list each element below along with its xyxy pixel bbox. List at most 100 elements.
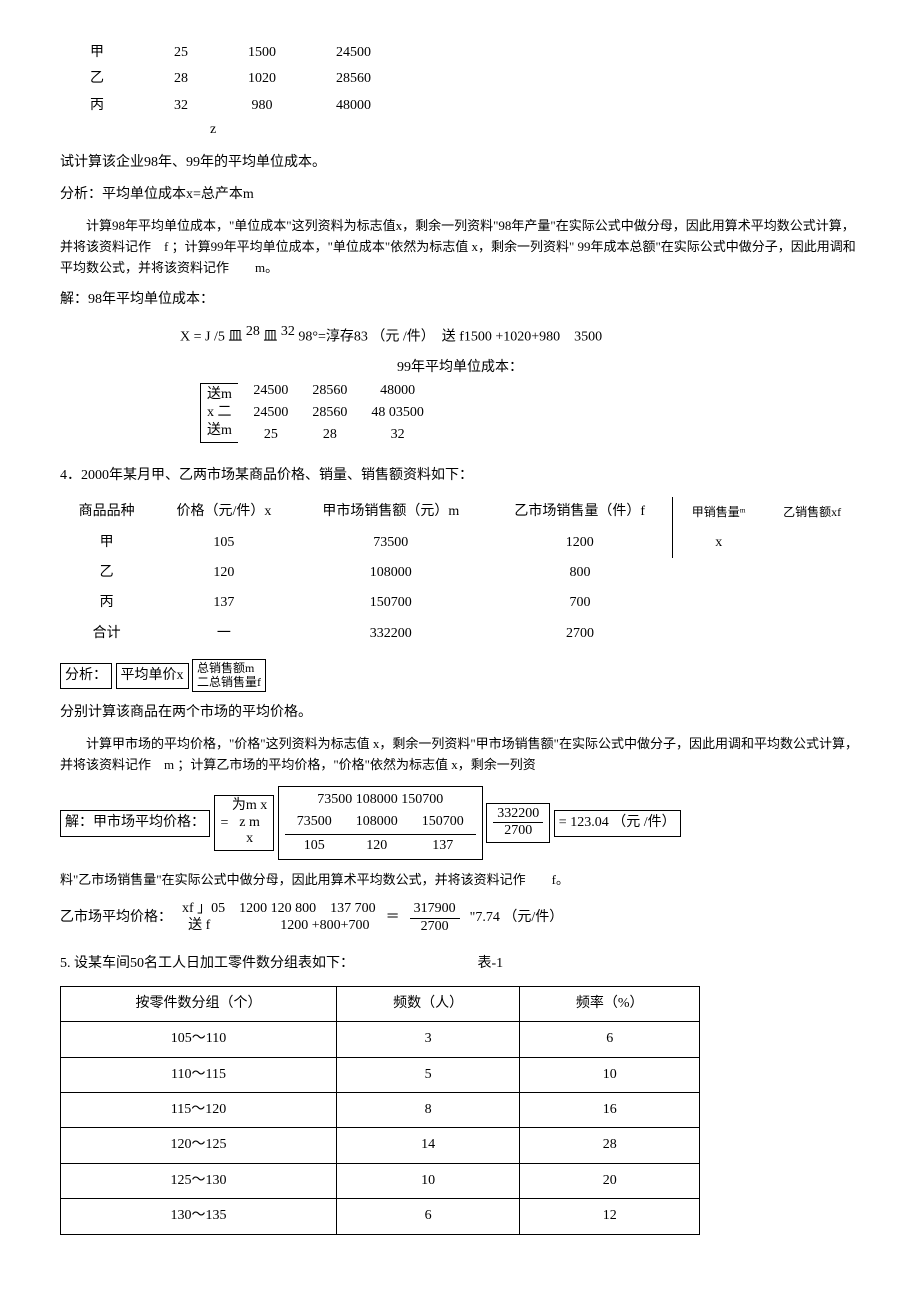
cell: 73500	[285, 811, 344, 834]
calc-b-bot: 送 f 1200 +800+700	[182, 918, 376, 935]
formula-part: x	[232, 831, 267, 848]
cell: 105	[153, 528, 294, 558]
formula-part: X = J /5 皿	[180, 330, 242, 345]
col-header: 按零件数分组（个）	[61, 986, 337, 1021]
calc-a: 解：甲市场平均价格： = 为m x z m x 73500 108000 150…	[60, 786, 860, 860]
frac-bot: 二总销售量f	[197, 675, 261, 689]
table-row: 130～135612	[61, 1199, 700, 1234]
formula-part: z m	[232, 815, 267, 832]
z-label: z	[210, 119, 860, 141]
cell: 120	[153, 558, 294, 588]
cell: 115～120	[61, 1092, 337, 1127]
table-row: 丙 32 980 48000	[60, 93, 401, 119]
table-row: 乙 28 1020 28560	[60, 66, 401, 92]
cell-sub: x	[673, 528, 764, 558]
cell: 150700	[294, 588, 487, 618]
eq: =	[221, 815, 229, 830]
cell: 24500	[306, 40, 401, 66]
table-row: 甲 105 73500 1200 x	[60, 528, 860, 558]
cell: 甲	[60, 40, 144, 66]
eq: ＝	[386, 907, 400, 929]
cell: 25	[144, 40, 218, 66]
q4-title: 4．2000年某月甲、乙两市场某商品价格、销量、销售额资料如下：	[60, 465, 860, 487]
calc-b-top: xf 」05 1200 120 800 137 700	[182, 901, 376, 918]
cell: 700	[487, 588, 673, 618]
formula-part: 32	[281, 324, 295, 339]
q5-title-text: 5. 设某车间50名工人日加工零件数分组表如下：	[60, 956, 354, 971]
formula-part: 皿	[263, 330, 277, 345]
cell: 6	[520, 1022, 700, 1057]
solution-label: 解：98年平均单位成本：	[60, 289, 860, 311]
cell: 28	[300, 424, 359, 446]
formula-part: 28	[246, 324, 260, 339]
analysis-detail: 计算98年平均单位成本，"单位成本"这列资料为标志值x，剩余一列资料"98年产量…	[60, 216, 860, 278]
cell: 105	[285, 834, 344, 857]
table-row: 乙 120 108000 800	[60, 558, 860, 588]
cell: 28560	[300, 380, 359, 402]
formula-part: 98°=淳存83 （元 /件） 送 f1500 +1020+980 3500	[298, 330, 602, 345]
cell: 24500	[241, 380, 300, 402]
frac-top: 317900	[410, 901, 460, 919]
q4-subtext: 分别计算该商品在两个市场的平均价格。	[60, 702, 860, 724]
cell: 3	[336, 1022, 519, 1057]
table-row: 120～1251428	[61, 1128, 700, 1163]
formula-98: X = J /5 皿 28 皿 32 98°=淳存83 （元 /件） 送 f15…	[180, 321, 860, 349]
cell: 12	[520, 1199, 700, 1234]
cell: 48 03500	[359, 402, 436, 424]
q4-table: 商品品种 价格（元/件）x 甲市场销售额（元）m 乙市场销售量（件）f 甲销售量…	[60, 497, 860, 649]
calc-b-label: 乙市场平均价格：	[60, 907, 172, 929]
cell: 丙	[60, 93, 144, 119]
calc-grid: 24500 28560 48000 24500 28560 48 03500 2…	[241, 380, 436, 447]
analysis-text: 分析：平均单位成本x=总产本m	[60, 184, 860, 206]
q5-table: 按零件数分组（个） 频数（人） 频率（%） 105～11036 110～1155…	[60, 986, 700, 1235]
col-header: 价格（元/件）x	[153, 497, 294, 527]
boxed-analysis: 分析： 平均单价x 总销售额m 二总销售量f	[60, 659, 860, 692]
cell: 32	[359, 424, 436, 446]
frac-bot: 2700	[493, 823, 543, 840]
col-header: 商品品种	[60, 497, 153, 527]
calc-a-result: = 123.04 （元 /件）	[554, 810, 681, 836]
cell: 10	[520, 1057, 700, 1092]
formula-part: 为m x	[232, 798, 267, 815]
num-top: 73500 108000 150700	[285, 789, 476, 811]
cell: 105～110	[61, 1022, 337, 1057]
col-header: 频数（人）	[336, 986, 519, 1021]
cell: 110～115	[61, 1057, 337, 1092]
col-header: 甲销售量ᵐ	[673, 497, 764, 527]
formula-part: 送m	[207, 386, 232, 404]
cell: 125～130	[61, 1163, 337, 1198]
cell: 乙	[60, 558, 153, 588]
cell: 10	[336, 1163, 519, 1198]
frac-top: 总销售额m	[197, 661, 261, 675]
continuation-text: 料"乙市场销售量"在实际公式中做分母，因此用算术平均数公式，并将该资料记作 f。	[60, 870, 860, 891]
frac-box: 总销售额m 二总销售量f	[192, 659, 266, 692]
calc-b: 乙市场平均价格： xf 」05 1200 120 800 137 700 送 f…	[60, 901, 860, 936]
frac-top: 332200	[493, 806, 543, 824]
cell: 108000	[294, 558, 487, 588]
table-row: 115～120816	[61, 1092, 700, 1127]
cell: 1500	[218, 40, 306, 66]
cell: 8	[336, 1092, 519, 1127]
cell: 32	[144, 93, 218, 119]
title-99: 99年平均单位成本：	[60, 357, 860, 379]
table-row: 125～1301020	[61, 1163, 700, 1198]
cell: 2700	[487, 619, 673, 649]
cell: 14	[336, 1128, 519, 1163]
cell: 一	[153, 619, 294, 649]
cell: 73500	[294, 528, 487, 558]
cell: 120	[344, 834, 410, 857]
table-cost-data: 甲 25 1500 24500 乙 28 1020 28560 丙 32 980…	[60, 40, 401, 119]
cell: 28560	[300, 402, 359, 424]
cell: 乙	[60, 66, 144, 92]
cell: 137	[410, 834, 476, 857]
table-header-row: 按零件数分组（个） 频数（人） 频率（%）	[61, 986, 700, 1021]
table-row: 丙 137 150700 700	[60, 588, 860, 618]
cell: 48000	[306, 93, 401, 119]
avgprice-box: 平均单价x	[116, 663, 189, 689]
calc-a-label: 解：甲市场平均价格：	[60, 810, 210, 836]
cell: 120～125	[61, 1128, 337, 1163]
table-row: 合计 一 332200 2700	[60, 619, 860, 649]
table-row: 甲 25 1500 24500	[60, 40, 401, 66]
formula-part: x 二	[207, 404, 232, 422]
cell: 980	[218, 93, 306, 119]
